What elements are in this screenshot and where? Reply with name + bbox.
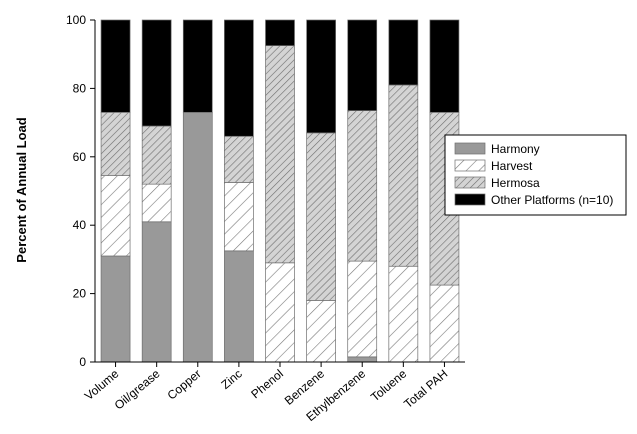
bar-segment-hermosa-ethylbenzene [347, 110, 378, 262]
legend-label: Other Platforms (n=10) [491, 193, 613, 207]
bar-segment-other-platforms-n-10-zinc [224, 19, 254, 137]
bar-segment-other-platforms-n-10-phenol [265, 19, 295, 46]
bar-segment-harmony-zinc [224, 250, 254, 363]
bar-segment-harvest-phenol [265, 262, 295, 363]
bar-segment-other-platforms-n-10-ethylbenzene [347, 19, 378, 111]
bar-segment-harmony-volume [100, 255, 131, 363]
x-tick-label: Oil/grease [112, 366, 163, 412]
bar-segment-hermosa-toluene [388, 84, 419, 267]
bar-segment-harvest-total-pah [429, 284, 460, 363]
bar-segment-harvest-benzene [306, 300, 336, 363]
bar-segment-hermosa-zinc [224, 135, 254, 183]
bar-segment-harmony-ethylbenzene [347, 356, 378, 363]
x-tick-label: Total PAH [401, 367, 450, 411]
x-tick-label: Phenol [248, 367, 286, 402]
legend-swatch [454, 193, 486, 206]
bar-segment-other-platforms-n-10-volume [100, 19, 131, 113]
y-tick-label: 80 [73, 81, 87, 95]
x-tick-label: Zinc [218, 367, 244, 392]
bar-segment-other-platforms-n-10-oil-grease [141, 19, 172, 127]
y-tick-label: 100 [66, 13, 86, 27]
legend-label: Harvest [491, 159, 533, 173]
legend-swatch [454, 176, 486, 189]
bar-segment-other-platforms-n-10-benzene [306, 19, 336, 134]
y-tick-label: 20 [73, 287, 87, 301]
legend-swatch [454, 142, 486, 155]
bar-segment-other-platforms-n-10-total-pah [429, 19, 460, 113]
y-axis: 0 20 40 60 80 100 [66, 13, 96, 369]
bar-segment-other-platforms-n-10-toluene [388, 19, 419, 86]
bar-segment-harmony-copper [182, 111, 213, 363]
bar-segment-harvest-zinc [224, 182, 254, 252]
legend-label: Harmony [491, 142, 540, 156]
bar-segment-harmony-oil-grease [141, 221, 172, 363]
plot-area [100, 19, 460, 363]
bar-segment-other-platforms-n-10-copper [182, 19, 213, 113]
legend-label: Hermosa [491, 176, 540, 190]
x-tick-label: Copper [165, 367, 204, 403]
bar-segment-harvest-toluene [388, 265, 419, 363]
y-tick-label: 60 [73, 150, 87, 164]
bar-segment-hermosa-oil-grease [141, 125, 172, 185]
legend: Harmony Harvest Hermosa Other Platforms (n=… [444, 134, 627, 216]
bar-segment-harvest-oil-grease [141, 183, 172, 223]
bar-segment-hermosa-volume [100, 111, 131, 176]
bar-segment-hermosa-phenol [265, 45, 295, 264]
legend-swatch [454, 159, 486, 172]
y-axis-title: Percent of Annual Load [14, 117, 29, 262]
bar-segment-hermosa-benzene [306, 132, 336, 301]
y-tick-label: 40 [73, 218, 87, 232]
bar-segment-harvest-ethylbenzene [347, 260, 378, 358]
y-tick-label: 0 [79, 355, 86, 369]
bar-segment-harvest-volume [100, 175, 131, 257]
